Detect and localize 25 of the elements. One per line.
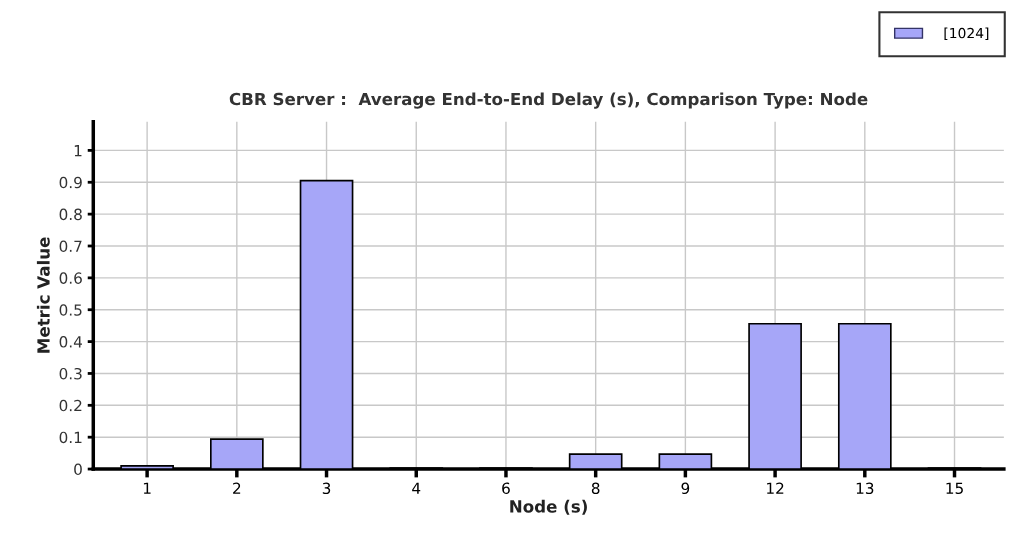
y-tick-label: 0.2 <box>59 399 82 412</box>
y-tick-label: 0.5 <box>59 304 82 316</box>
y-tick-label: 1 <box>74 145 82 157</box>
y-tick-label: 0.8 <box>59 208 82 221</box>
y-tick-label: 0.3 <box>59 367 82 380</box>
x-tick-label: 8 <box>591 482 600 495</box>
x-tick-label: 9 <box>681 482 690 495</box>
x-tick-label: 13 <box>856 482 874 495</box>
x-tick-label: 15 <box>946 482 963 495</box>
y-tick-label: 0.7 <box>59 240 82 253</box>
legend-label: [1024] <box>944 27 989 40</box>
x-tick-label: 1 <box>143 482 151 494</box>
x-axis-title: Node (s) <box>510 499 587 515</box>
y-tick-label: 0.4 <box>59 336 83 348</box>
x-tick-label: 4 <box>412 482 421 494</box>
x-tick-label: 12 <box>767 482 784 494</box>
y-axis-title: Metric Value <box>36 237 50 353</box>
y-tick-label: 0.1 <box>59 431 82 444</box>
y-tick-label: 0 <box>74 463 82 476</box>
x-tick-label: 3 <box>322 482 331 495</box>
x-tick-label: 6 <box>502 482 510 495</box>
y-tick-label: 0.6 <box>59 272 82 284</box>
y-tick-label: 0.9 <box>59 176 82 189</box>
chart-title: CBR Server : Average End-to-End Delay (s), Comparison Type: Node <box>229 92 868 109</box>
x-tick-label: 2 <box>233 482 241 494</box>
